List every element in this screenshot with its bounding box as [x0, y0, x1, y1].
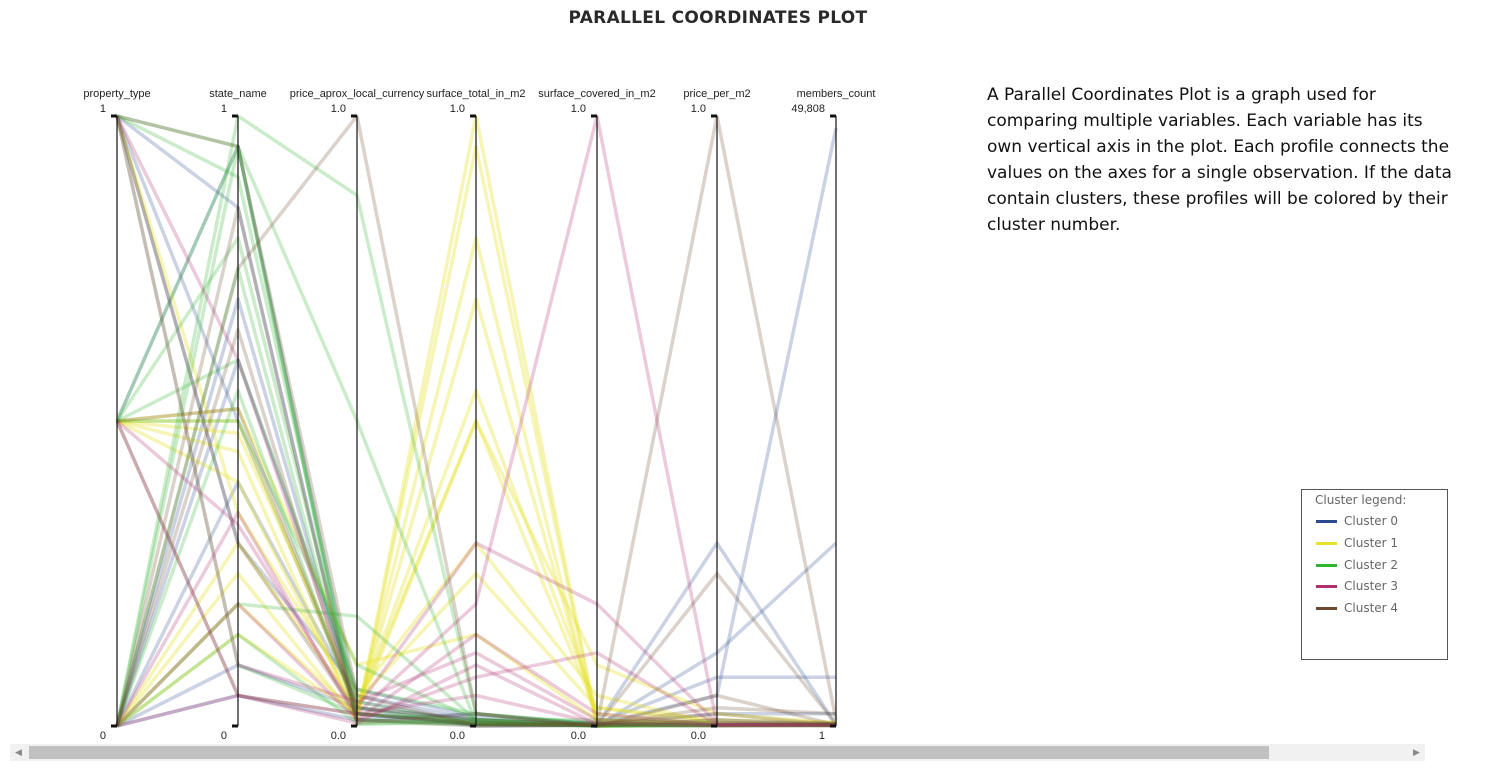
axis-label: surface_covered_in_m2 — [538, 88, 655, 100]
axis-label: price_aprox_local_currency — [290, 88, 425, 100]
scroll-left-arrow-icon[interactable]: ◀ — [15, 747, 22, 757]
horizontal-scrollbar[interactable]: ◀ ▶ — [10, 744, 1425, 761]
legend-item-cluster-4: Cluster 4 — [1316, 601, 1398, 615]
legend-item-cluster-3: Cluster 3 — [1316, 579, 1398, 593]
legend-title: Cluster legend: — [1315, 493, 1407, 507]
legend-label: Cluster 1 — [1344, 536, 1399, 550]
axis-state-name[interactable]: state_name 1 0 — [209, 88, 266, 742]
scroll-right-arrow-icon[interactable]: ▶ — [1413, 747, 1420, 757]
legend-swatch-cluster-3 — [1316, 584, 1337, 588]
axis-min-label: 0 — [221, 730, 227, 742]
scrollbar-thumb[interactable] — [29, 746, 1269, 759]
axis-min-label: 0.0 — [450, 730, 465, 742]
legend-swatch-cluster-1 — [1316, 541, 1337, 545]
axis-max-label: 1 — [100, 103, 106, 115]
legend-item-cluster-2: Cluster 2 — [1316, 558, 1398, 572]
parallel-coordinates-plot: property_type 1 0 state_name 1 0 price_aprox_l… — [83, 88, 875, 742]
legend-label: Cluster 4 — [1344, 601, 1399, 615]
axis-label: price_per_m2 — [683, 88, 750, 100]
legend-label: Cluster 3 — [1344, 579, 1399, 593]
axis-label: members_count — [797, 88, 876, 100]
chart-title: PARALLEL COORDINATES PLOT — [568, 8, 868, 28]
axis-min-label: 0.0 — [571, 730, 586, 742]
axis-max-label: 1.0 — [450, 103, 465, 115]
plot-description: A Parallel Coordinates Plot is a graph u… — [987, 85, 1452, 235]
legend-swatch-cluster-0 — [1316, 519, 1337, 523]
legend-swatch-cluster-4 — [1316, 606, 1337, 610]
axis-property-type[interactable]: property_type 1 0 — [83, 88, 150, 742]
axis-price-aprox-local-currency[interactable]: price_aprox_local_currency 1.0 0.0 — [290, 88, 425, 742]
axis-max-label: 1.0 — [691, 103, 706, 115]
axis-label: surface_total_in_m2 — [426, 88, 525, 100]
axis-price-per-m2[interactable]: price_per_m2 1.0 0.0 — [683, 88, 750, 742]
axis-label: property_type — [83, 88, 150, 100]
axis-max-label: 1.0 — [331, 103, 346, 115]
axis-label: state_name — [209, 88, 266, 100]
cluster-legend: Cluster legend: Cluster 0 Cluster 1 Clus… — [1301, 489, 1448, 660]
axis-min-label: 1 — [819, 730, 825, 742]
legend-swatch-cluster-2 — [1316, 563, 1337, 567]
legend-item-cluster-0: Cluster 0 — [1316, 514, 1398, 528]
axis-max-label: 1 — [221, 103, 227, 115]
axis-max-label: 49,808 — [791, 103, 825, 115]
legend-label: Cluster 2 — [1344, 558, 1399, 572]
plot-axes: property_type 1 0 state_name 1 0 price_aprox_l… — [83, 88, 875, 742]
axis-min-label: 0.0 — [691, 730, 706, 742]
axis-surface-covered-in-m2[interactable]: surface_covered_in_m2 1.0 0.0 — [538, 88, 655, 742]
axis-min-label: 0 — [100, 730, 106, 742]
axis-members-count[interactable]: members_count 49,808 1 — [791, 88, 875, 742]
axis-max-label: 1.0 — [571, 103, 586, 115]
legend-item-cluster-1: Cluster 1 — [1316, 536, 1398, 550]
legend-label: Cluster 0 — [1344, 514, 1399, 528]
axis-surface-total-in-m2[interactable]: surface_total_in_m2 1.0 0.0 — [426, 88, 525, 742]
axis-min-label: 0.0 — [331, 730, 346, 742]
